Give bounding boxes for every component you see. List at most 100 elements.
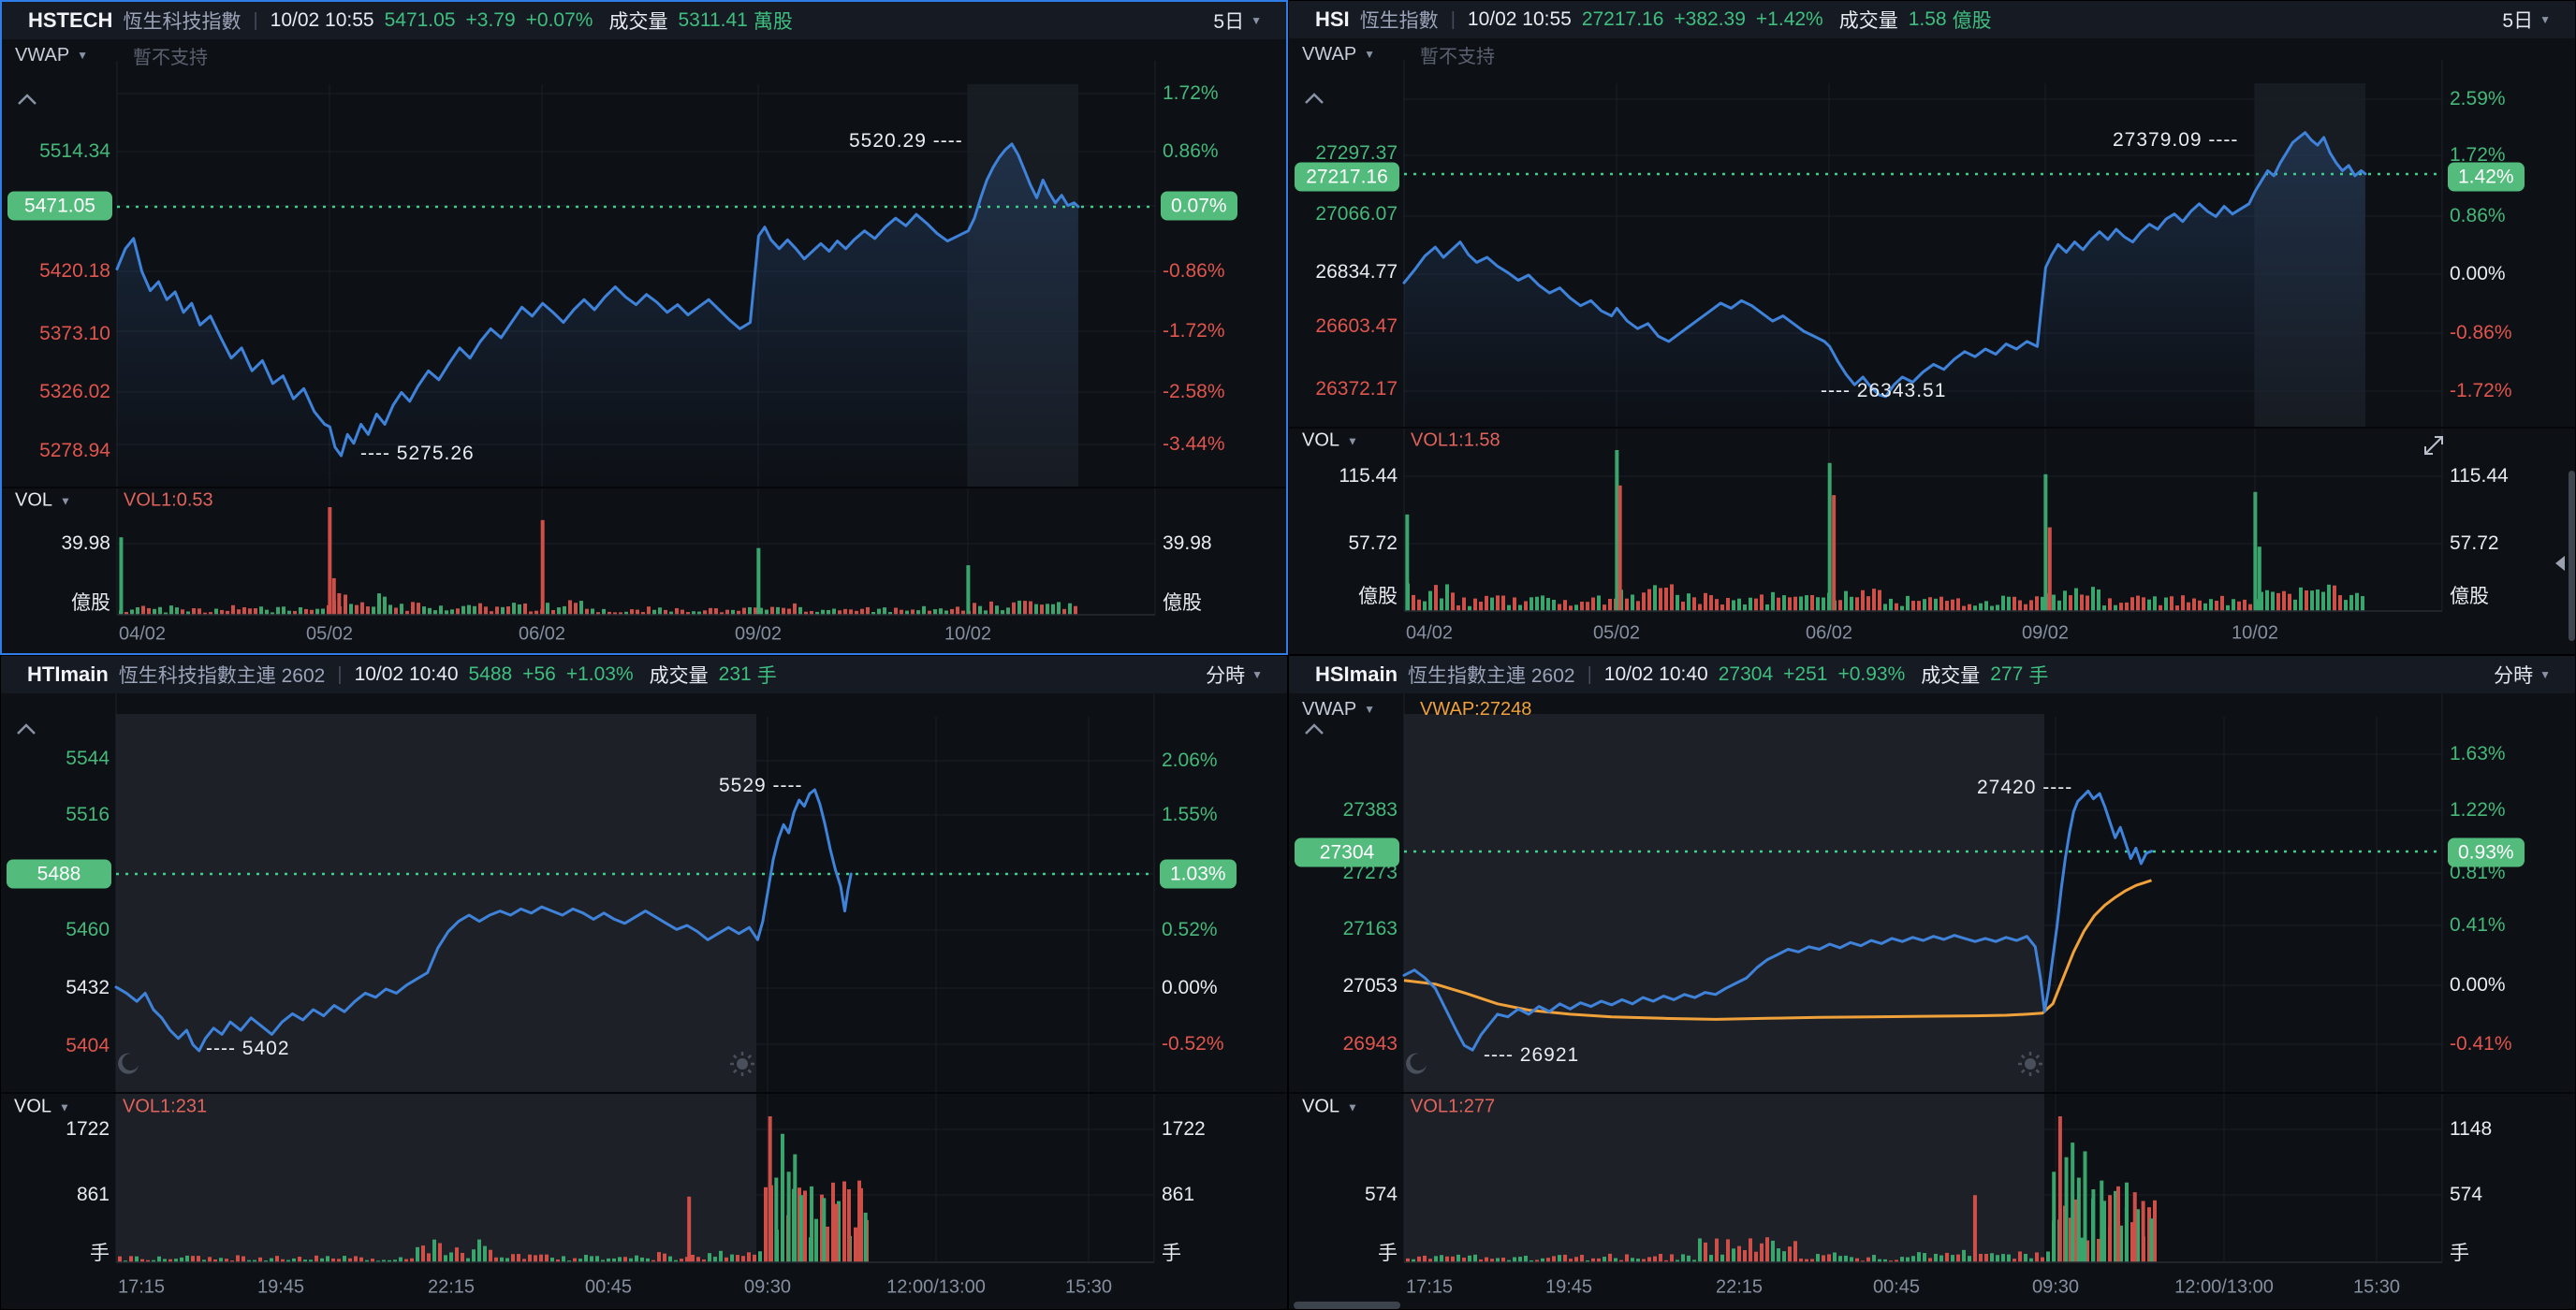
vertical-scrollbar-thumb[interactable] xyxy=(2569,471,2575,641)
price-change: +382.39 xyxy=(1674,8,1746,30)
chart-panel-hsimain: HSImain 恆生指數主連 2602 | 10/02 10:40 27304 … xyxy=(1288,655,2576,1310)
turnover-label: 成交量 xyxy=(1921,665,1981,687)
y-axis-price-label: 26943 xyxy=(1342,1033,1398,1055)
time-axis-label: 00:45 xyxy=(584,1276,633,1298)
time-axis-label: 04/02 xyxy=(1405,622,1454,644)
period-label: 分時 xyxy=(1206,665,1246,687)
indicator-label: VWAP xyxy=(15,44,70,66)
symbol-name: 恆生科技指數主連 2602 xyxy=(118,665,326,687)
time-axis-label: 04/02 xyxy=(118,623,167,645)
volume-value-label: VOL1:1.58 xyxy=(1411,429,1500,451)
price-line xyxy=(1402,131,2367,399)
time-axis-label: 15:30 xyxy=(2352,1276,2401,1298)
collapse-chevron-icon[interactable] xyxy=(1304,723,1325,740)
symbol-name: 恆生指數 xyxy=(1359,10,1439,32)
price-change: +56 xyxy=(522,663,556,685)
chart-panel-hstech: HSTECH 恆生科技指數 | 10/02 10:55 5471.05 +3.7… xyxy=(0,0,1288,655)
volume-value-label: VOL1:231 xyxy=(123,1096,208,1117)
price-line xyxy=(1402,789,2153,1052)
volume-axis-label: 39.98 xyxy=(1163,532,1212,554)
symbol-code: HSImain xyxy=(1315,662,1398,686)
time-axis-label: 10/02 xyxy=(2231,622,2279,644)
time-axis-label: 00:45 xyxy=(1872,1276,1921,1298)
period-selector[interactable]: 5日 ▼ xyxy=(2496,5,2556,35)
header-separator: | xyxy=(1450,8,1456,30)
horizontal-scrollbar-thumb[interactable] xyxy=(1294,1302,1400,1309)
quote-datetime: 10/02 10:40 xyxy=(354,663,459,685)
price-line xyxy=(115,142,1080,458)
last-percent-badge: 0.07% xyxy=(1161,191,1237,221)
y-axis-price-label: 5373.10 xyxy=(39,323,110,344)
time-axis-label: 09/02 xyxy=(2021,622,2070,644)
turnover-unit: 手 xyxy=(2028,665,2049,687)
indicator-value: 暫不支持 xyxy=(1420,46,1495,67)
last-price-badge: 5471.05 xyxy=(7,191,112,221)
volume-axis-label: 574 xyxy=(2450,1184,2483,1205)
chevron-down-icon: ▼ xyxy=(1251,14,1262,27)
volume-axis-label: 861 xyxy=(1162,1184,1195,1205)
chevron-down-icon: ▼ xyxy=(1364,48,1376,61)
volume-value-label: VOL1:0.53 xyxy=(124,489,213,511)
price-extreme-label: ---- 26921 xyxy=(1484,1044,1580,1066)
collapse-chevron-icon[interactable] xyxy=(17,94,37,110)
chevron-down-icon: ▼ xyxy=(1251,668,1263,681)
y-axis-percent-label: -0.86% xyxy=(1163,260,1225,282)
indicator-selector[interactable]: VWAP ▼ xyxy=(1302,42,1375,66)
chart-canvas-hsi[interactable] xyxy=(1289,36,2576,655)
symbol-name: 恆生指數主連 2602 xyxy=(1408,665,1575,687)
y-axis-percent-label: 0.00% xyxy=(2450,974,2506,996)
last-percent-badge: 0.93% xyxy=(2448,837,2525,867)
period-selector[interactable]: 分時 ▼ xyxy=(1200,660,1268,690)
volume-axis-label: 115.44 xyxy=(2450,465,2509,487)
price-area-fill xyxy=(1404,132,2365,427)
turnover-value: 231 xyxy=(718,663,752,685)
price-change-pct: +0.93% xyxy=(1837,663,1906,685)
turnover-value: 277 xyxy=(1990,663,2024,685)
volume-bars xyxy=(119,507,1077,615)
volume-indicator-selector[interactable]: VOL ▼ xyxy=(1302,430,1358,452)
chart-canvas-hsimain[interactable] xyxy=(1289,691,2576,1310)
y-axis-price-label: 26372.17 xyxy=(1315,378,1398,400)
chart-canvas-hstech[interactable] xyxy=(2,37,1288,655)
time-axis-label: 22:15 xyxy=(1715,1276,1764,1298)
y-axis-price-label: 5420.18 xyxy=(39,260,110,282)
y-axis-percent-label: -0.52% xyxy=(1162,1033,1224,1055)
y-axis-percent-label: 0.52% xyxy=(1162,919,1218,940)
price-extreme-label: ---- 26343.51 xyxy=(1821,380,1947,401)
volume-unit-label: 手 xyxy=(1378,1243,1398,1264)
price-change: +3.79 xyxy=(465,9,516,31)
chart-canvas-htimain[interactable] xyxy=(1,691,1288,1310)
last-price: 27217.16 xyxy=(1581,8,1664,30)
sun-icon xyxy=(2018,1052,2042,1076)
period-selector[interactable]: 5日 ▼ xyxy=(1208,6,1267,36)
expand-icon[interactable] xyxy=(2424,436,2443,455)
time-axis-label: 05/02 xyxy=(305,623,354,645)
collapse-chevron-icon[interactable] xyxy=(16,723,37,740)
y-axis-percent-label: 0.81% xyxy=(2450,862,2506,883)
volume-indicator-selector[interactable]: VOL ▼ xyxy=(15,490,71,512)
volume-label: VOL xyxy=(1302,429,1340,451)
volume-indicator-selector[interactable]: VOL ▼ xyxy=(14,1097,70,1118)
indicator-value: VWAP:27248 xyxy=(1420,698,1532,720)
y-axis-price-label: 27066.07 xyxy=(1315,203,1398,225)
last-price: 27304 xyxy=(1718,663,1774,685)
panel-collapse-arrow-icon[interactable] xyxy=(2555,556,2565,571)
chevron-down-icon: ▼ xyxy=(1364,703,1376,716)
volume-unit-label: 億股 xyxy=(71,592,110,614)
collapse-chevron-icon[interactable] xyxy=(1304,93,1325,109)
panel-header: HSTECH 恆生科技指數 | 10/02 10:55 5471.05 +3.7… xyxy=(2,2,1286,39)
time-axis-label: 17:15 xyxy=(117,1276,166,1298)
y-axis-price-label: 27383 xyxy=(1342,799,1398,821)
period-selector[interactable]: 分時 ▼ xyxy=(2488,660,2556,690)
indicator-selector[interactable]: VWAP ▼ xyxy=(15,43,88,67)
y-axis-price-label: 5516 xyxy=(66,804,110,825)
period-label: 分時 xyxy=(2494,665,2534,687)
indicator-label: VWAP xyxy=(1302,698,1357,720)
volume-bars xyxy=(1406,1116,2157,1262)
last-price-badge: 27304 xyxy=(1295,837,1399,867)
indicator-selector[interactable]: VWAP ▼ xyxy=(1302,697,1375,721)
y-axis-percent-label: 0.41% xyxy=(2450,914,2506,936)
volume-indicator-selector[interactable]: VOL ▼ xyxy=(1302,1097,1358,1118)
last-percent-badge: 1.03% xyxy=(1160,859,1237,889)
